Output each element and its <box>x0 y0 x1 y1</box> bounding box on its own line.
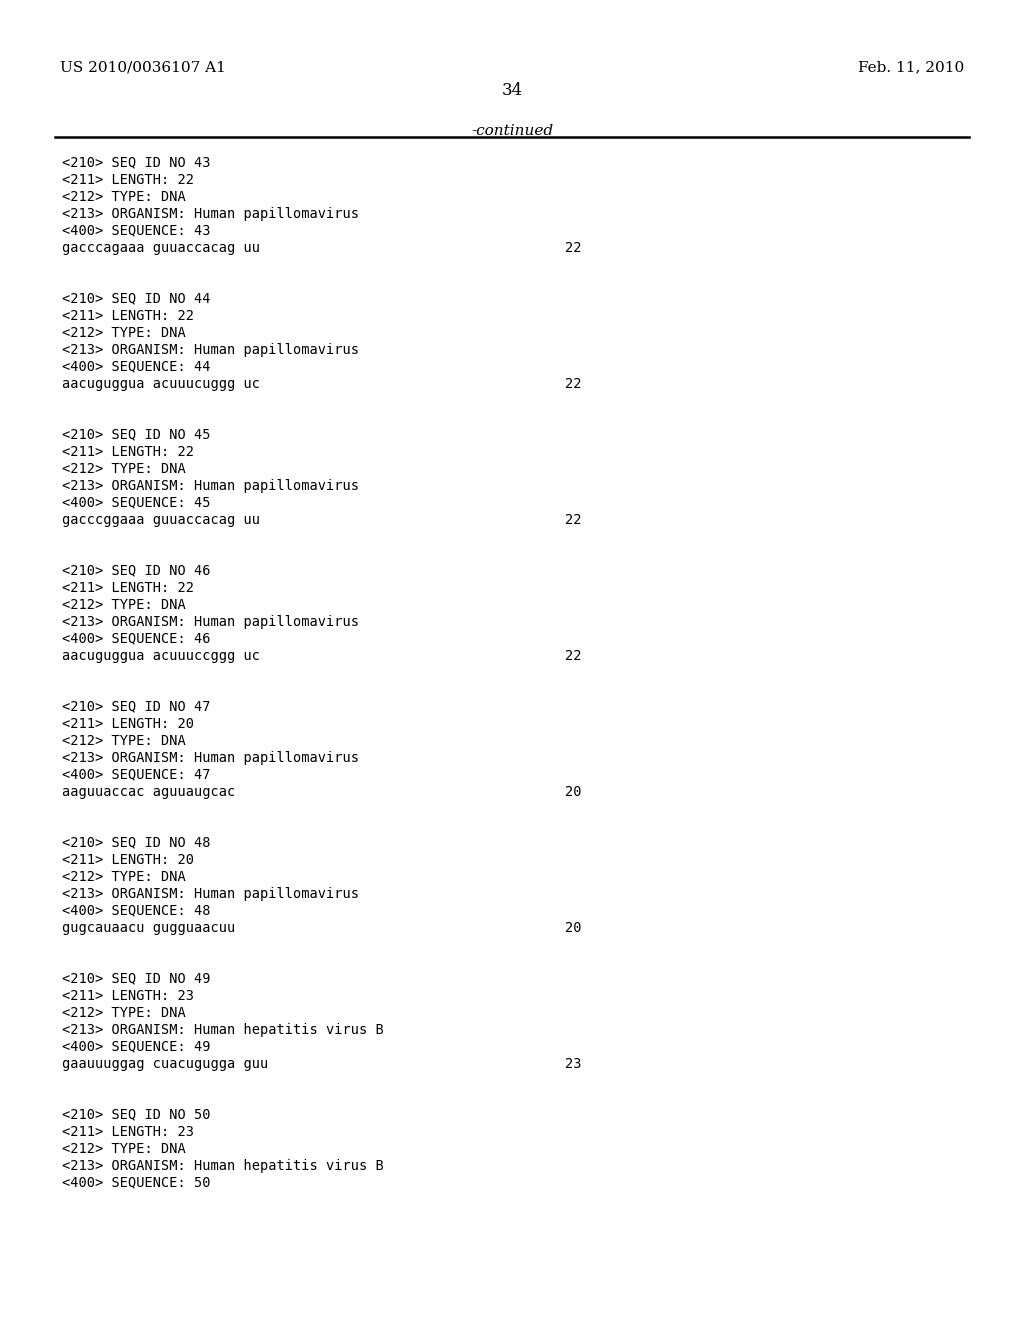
Text: <210> SEQ ID NO 45: <210> SEQ ID NO 45 <box>62 428 211 442</box>
Text: <212> TYPE: DNA: <212> TYPE: DNA <box>62 190 185 203</box>
Text: 22: 22 <box>565 240 582 255</box>
Text: 23: 23 <box>565 1057 582 1071</box>
Text: <210> SEQ ID NO 44: <210> SEQ ID NO 44 <box>62 292 211 306</box>
Text: <212> TYPE: DNA: <212> TYPE: DNA <box>62 1006 185 1020</box>
Text: gugcauaacu gugguaacuu: gugcauaacu gugguaacuu <box>62 921 236 935</box>
Text: <400> SEQUENCE: 50: <400> SEQUENCE: 50 <box>62 1176 211 1189</box>
Text: gacccggaaa guuaccacag uu: gacccggaaa guuaccacag uu <box>62 512 260 527</box>
Text: 34: 34 <box>502 82 522 99</box>
Text: <212> TYPE: DNA: <212> TYPE: DNA <box>62 734 185 747</box>
Text: 22: 22 <box>565 376 582 391</box>
Text: <400> SEQUENCE: 44: <400> SEQUENCE: 44 <box>62 360 211 374</box>
Text: <400> SEQUENCE: 48: <400> SEQUENCE: 48 <box>62 904 211 917</box>
Text: <212> TYPE: DNA: <212> TYPE: DNA <box>62 598 185 611</box>
Text: -continued: -continued <box>471 124 553 139</box>
Text: aacuguggua acuuuccggg uc: aacuguggua acuuuccggg uc <box>62 648 260 663</box>
Text: <210> SEQ ID NO 43: <210> SEQ ID NO 43 <box>62 156 211 170</box>
Text: <212> TYPE: DNA: <212> TYPE: DNA <box>62 1142 185 1156</box>
Text: <400> SEQUENCE: 45: <400> SEQUENCE: 45 <box>62 496 211 510</box>
Text: <210> SEQ ID NO 46: <210> SEQ ID NO 46 <box>62 564 211 578</box>
Text: 22: 22 <box>565 512 582 527</box>
Text: 20: 20 <box>565 785 582 799</box>
Text: Feb. 11, 2010: Feb. 11, 2010 <box>858 61 964 75</box>
Text: <213> ORGANISM: Human papillomavirus: <213> ORGANISM: Human papillomavirus <box>62 615 359 628</box>
Text: <213> ORGANISM: Human papillomavirus: <213> ORGANISM: Human papillomavirus <box>62 479 359 492</box>
Text: <211> LENGTH: 20: <211> LENGTH: 20 <box>62 853 194 867</box>
Text: <213> ORGANISM: Human papillomavirus: <213> ORGANISM: Human papillomavirus <box>62 887 359 900</box>
Text: <210> SEQ ID NO 48: <210> SEQ ID NO 48 <box>62 836 211 850</box>
Text: <211> LENGTH: 22: <211> LENGTH: 22 <box>62 445 194 459</box>
Text: gaauuuggag cuacugugga guu: gaauuuggag cuacugugga guu <box>62 1057 268 1071</box>
Text: <210> SEQ ID NO 49: <210> SEQ ID NO 49 <box>62 972 211 986</box>
Text: <400> SEQUENCE: 46: <400> SEQUENCE: 46 <box>62 632 211 645</box>
Text: <400> SEQUENCE: 49: <400> SEQUENCE: 49 <box>62 1040 211 1053</box>
Text: <400> SEQUENCE: 43: <400> SEQUENCE: 43 <box>62 224 211 238</box>
Text: <213> ORGANISM: Human papillomavirus: <213> ORGANISM: Human papillomavirus <box>62 343 359 356</box>
Text: aacuguggua acuuucuggg uc: aacuguggua acuuucuggg uc <box>62 376 260 391</box>
Text: <211> LENGTH: 22: <211> LENGTH: 22 <box>62 309 194 323</box>
Text: <211> LENGTH: 22: <211> LENGTH: 22 <box>62 581 194 595</box>
Text: <211> LENGTH: 23: <211> LENGTH: 23 <box>62 989 194 1003</box>
Text: <211> LENGTH: 22: <211> LENGTH: 22 <box>62 173 194 186</box>
Text: <211> LENGTH: 23: <211> LENGTH: 23 <box>62 1125 194 1139</box>
Text: <210> SEQ ID NO 47: <210> SEQ ID NO 47 <box>62 700 211 714</box>
Text: 22: 22 <box>565 648 582 663</box>
Text: <212> TYPE: DNA: <212> TYPE: DNA <box>62 326 185 339</box>
Text: <213> ORGANISM: Human hepatitis virus B: <213> ORGANISM: Human hepatitis virus B <box>62 1023 384 1036</box>
Text: aaguuaccac aguuaugcac: aaguuaccac aguuaugcac <box>62 785 236 799</box>
Text: <213> ORGANISM: Human papillomavirus: <213> ORGANISM: Human papillomavirus <box>62 207 359 220</box>
Text: <400> SEQUENCE: 47: <400> SEQUENCE: 47 <box>62 768 211 781</box>
Text: <213> ORGANISM: Human papillomavirus: <213> ORGANISM: Human papillomavirus <box>62 751 359 764</box>
Text: <211> LENGTH: 20: <211> LENGTH: 20 <box>62 717 194 731</box>
Text: <213> ORGANISM: Human hepatitis virus B: <213> ORGANISM: Human hepatitis virus B <box>62 1159 384 1172</box>
Text: US 2010/0036107 A1: US 2010/0036107 A1 <box>60 61 226 75</box>
Text: <212> TYPE: DNA: <212> TYPE: DNA <box>62 870 185 884</box>
Text: gacccagaaa guuaccacag uu: gacccagaaa guuaccacag uu <box>62 240 260 255</box>
Text: 20: 20 <box>565 921 582 935</box>
Text: <210> SEQ ID NO 50: <210> SEQ ID NO 50 <box>62 1107 211 1122</box>
Text: <212> TYPE: DNA: <212> TYPE: DNA <box>62 462 185 475</box>
